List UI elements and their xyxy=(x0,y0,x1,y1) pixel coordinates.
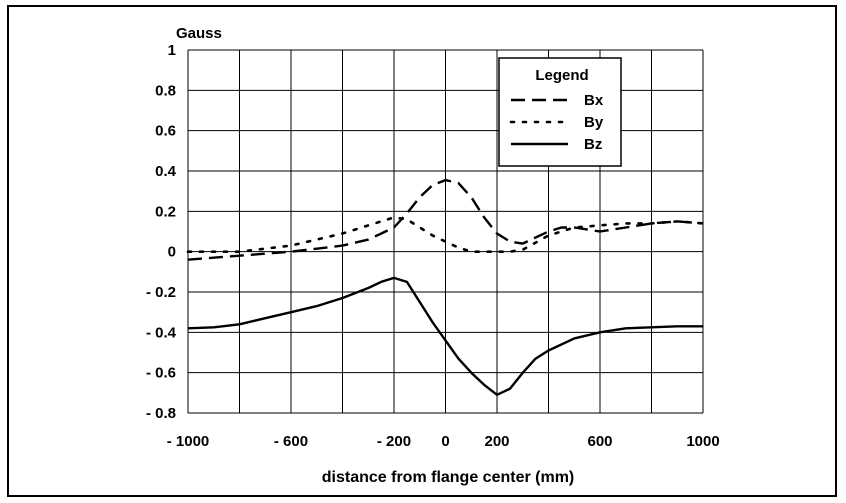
y-tick-label: 0.4 xyxy=(155,163,177,180)
y-tick-label: 0.2 xyxy=(155,203,176,220)
legend-label-by: By xyxy=(584,114,604,131)
y-tick-label: 1 xyxy=(168,42,176,59)
legend-box xyxy=(498,57,622,167)
legend: Legend Bx By Bz xyxy=(498,57,622,167)
chart-grid xyxy=(187,49,704,414)
x-tick-label: 1000 xyxy=(686,433,719,450)
y-tick-label: - 0.8 xyxy=(146,405,176,422)
x-tick-label: - 1000 xyxy=(167,433,210,450)
y-tick-label: 0 xyxy=(168,244,176,261)
y-tick-label: 0.6 xyxy=(155,123,176,140)
axis-ticks: - 0.8 - 0.6 - 0.4 - 0.2 0 0.2 0.4 0.6 0.8 1 - 1000… xyxy=(146,42,720,450)
legend-label-bz: Bz xyxy=(584,136,602,153)
y-tick-label: - 0.2 xyxy=(146,284,176,301)
x-tick-label: 200 xyxy=(484,433,509,450)
chart-frame xyxy=(7,5,837,497)
x-axis-label: distance from flange center (mm) xyxy=(322,469,575,486)
x-tick-label: 600 xyxy=(587,433,612,450)
y-tick-label: - 0.6 xyxy=(146,365,176,382)
series-bx-line xyxy=(187,178,704,261)
chart-series xyxy=(186,178,705,396)
y-axis-label: Gauss xyxy=(176,25,222,42)
legend-title: Legend xyxy=(535,67,588,84)
x-tick-label: 0 xyxy=(441,433,449,450)
y-tick-label: - 0.4 xyxy=(146,324,177,341)
x-tick-label: - 600 xyxy=(274,433,308,450)
x-tick-label: - 200 xyxy=(377,433,411,450)
legend-label-bx: Bx xyxy=(584,92,604,109)
series-bz-line xyxy=(187,276,703,396)
y-tick-label: 0.8 xyxy=(155,82,176,99)
